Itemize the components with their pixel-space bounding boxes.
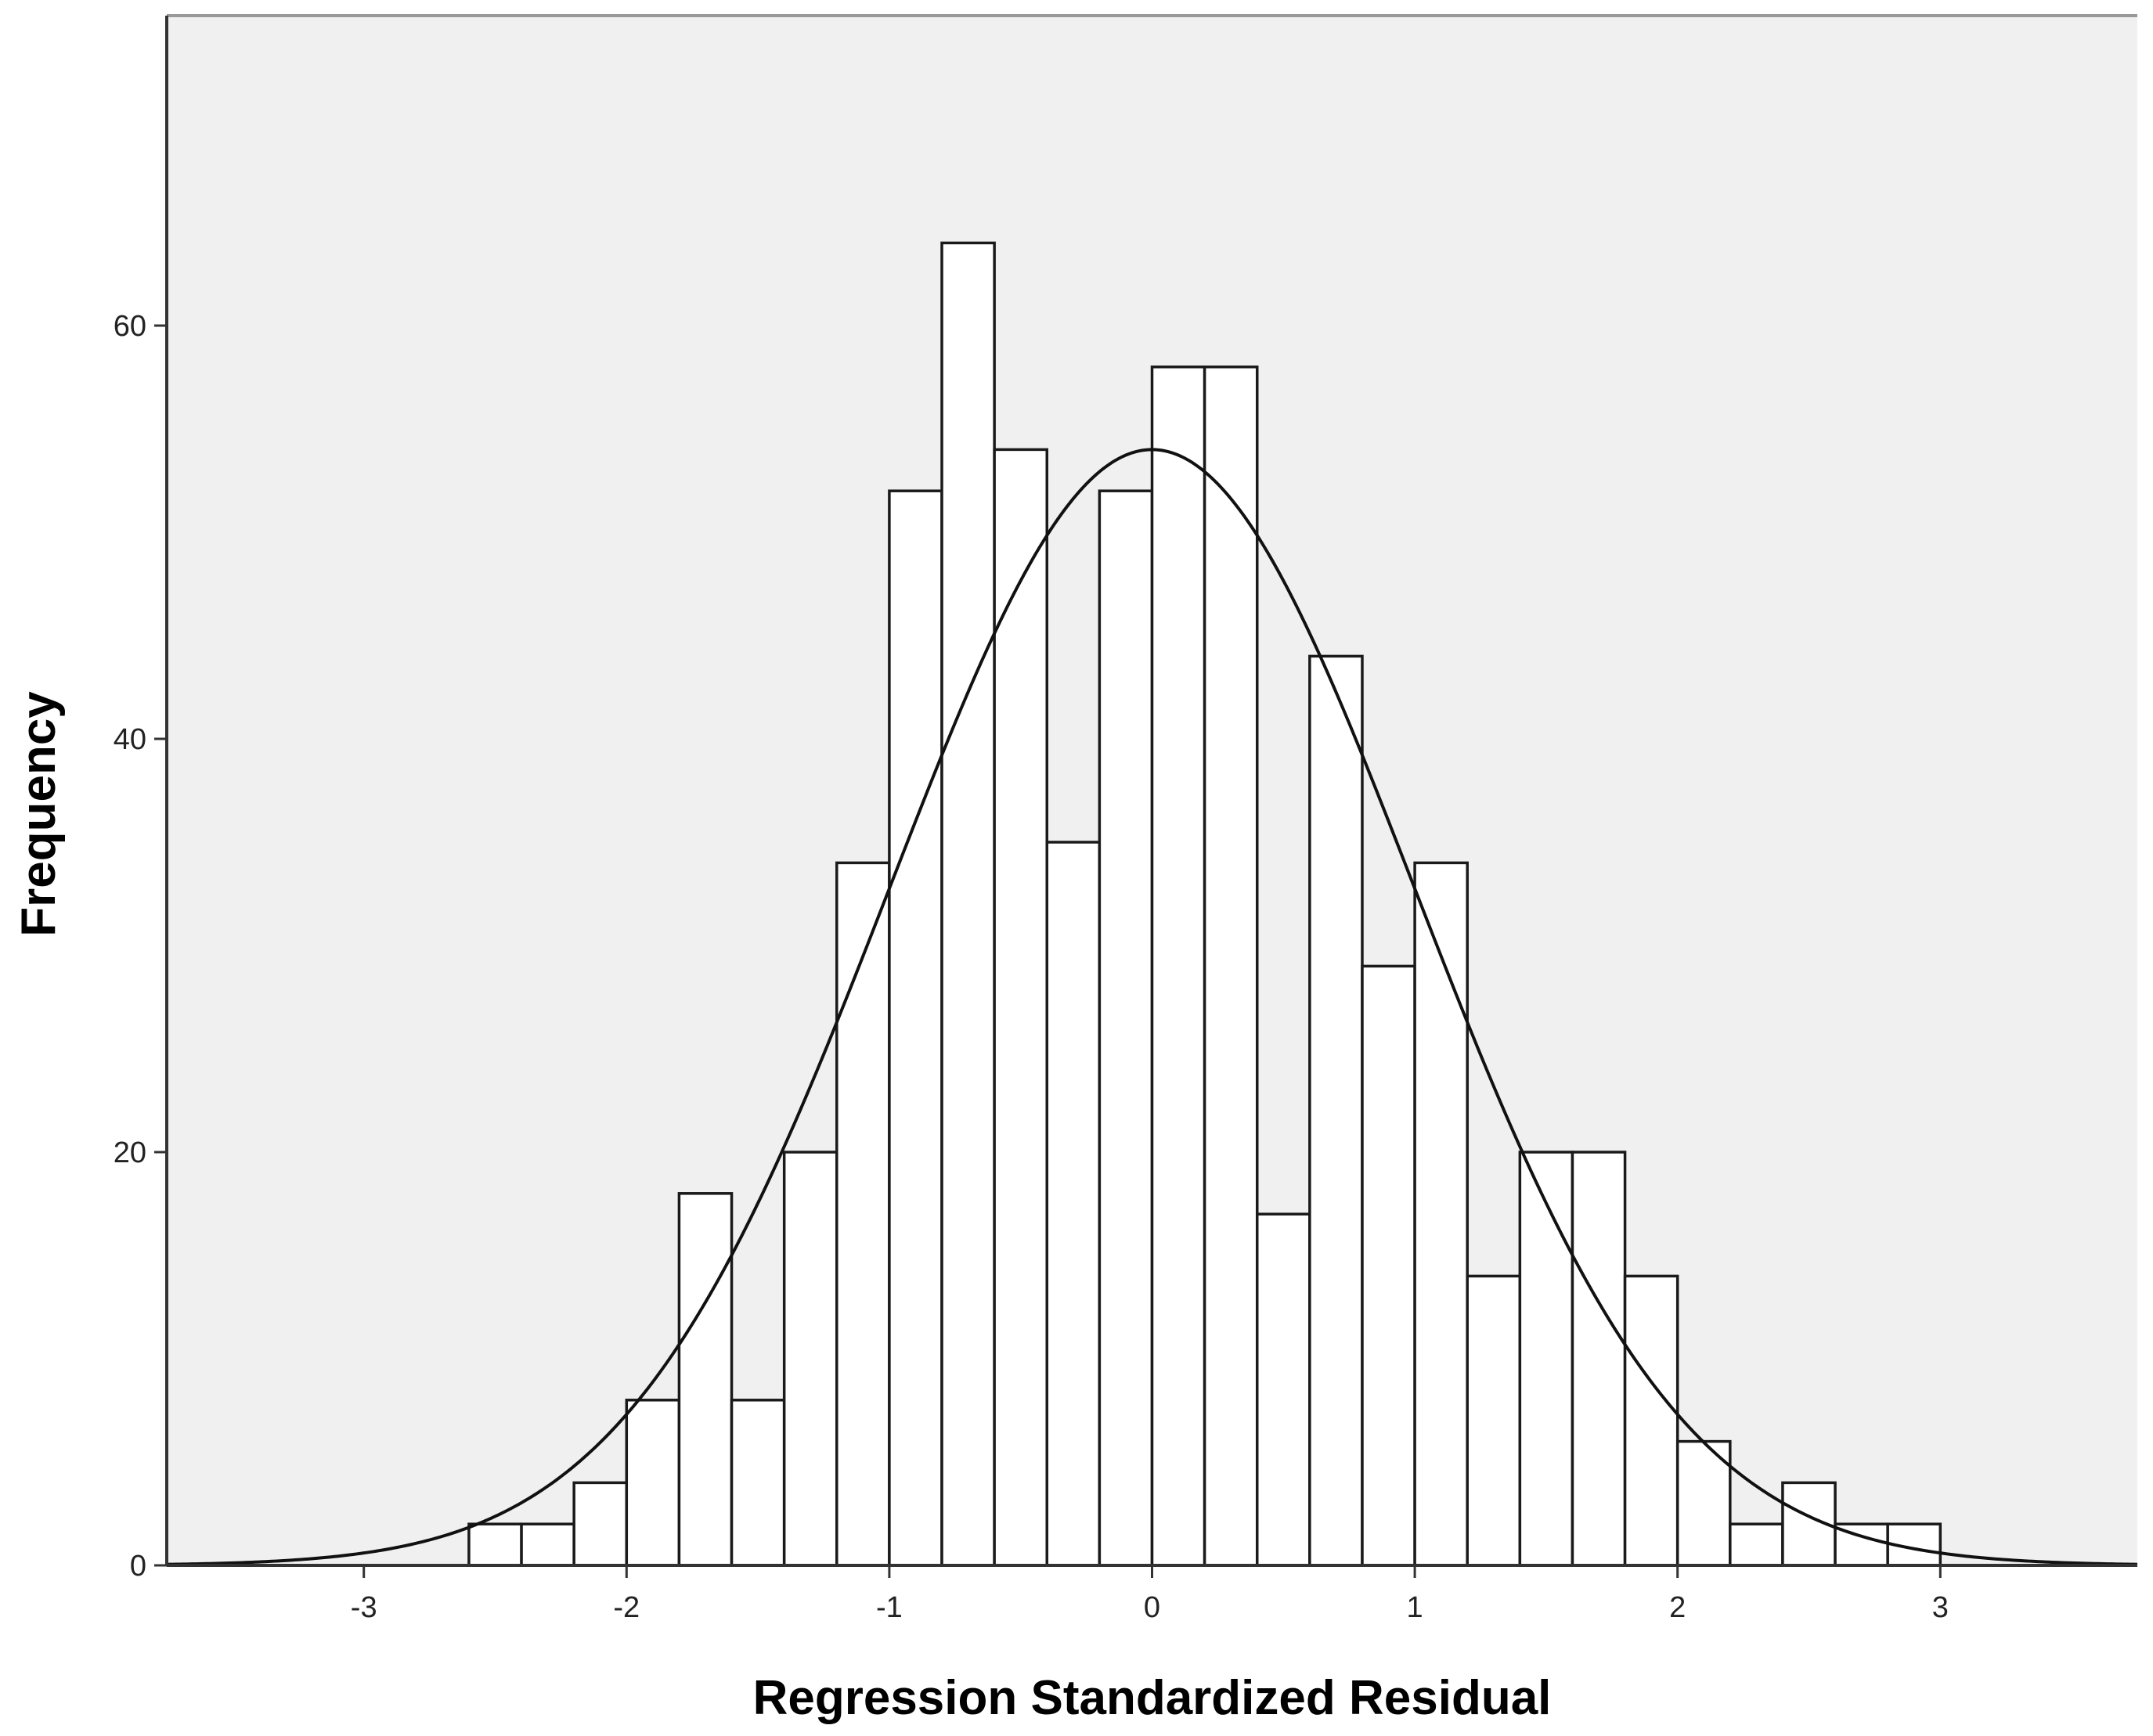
y-axis-title: Frequency bbox=[12, 691, 66, 937]
histogram-bar bbox=[782, 1151, 838, 1567]
x-tick-label: -1 bbox=[876, 1591, 903, 1624]
histogram-bar bbox=[1203, 366, 1259, 1567]
x-tick-label: 1 bbox=[1407, 1591, 1423, 1624]
x-tick-label: 2 bbox=[1669, 1591, 1686, 1624]
y-tick-label: 40 bbox=[114, 723, 146, 756]
normal-curve bbox=[166, 448, 2138, 1566]
histogram-bar bbox=[520, 1522, 575, 1567]
histogram-bar bbox=[1466, 1274, 1522, 1567]
x-tick-label: 3 bbox=[1932, 1591, 1949, 1624]
histogram-bar bbox=[1098, 489, 1154, 1567]
histogram-bar bbox=[677, 1192, 734, 1567]
histogram-bar bbox=[1308, 654, 1364, 1567]
histogram-bar bbox=[467, 1522, 523, 1567]
histogram-bar bbox=[1255, 1212, 1311, 1567]
y-tick-label: 60 bbox=[114, 310, 146, 343]
histogram-bar bbox=[1150, 366, 1206, 1567]
histogram-bar bbox=[1571, 1151, 1627, 1567]
x-tick-label: -3 bbox=[351, 1591, 377, 1624]
histogram-bar bbox=[940, 241, 996, 1567]
histogram-bar bbox=[835, 861, 891, 1567]
histogram-bar bbox=[1413, 861, 1469, 1567]
histogram-bar bbox=[1045, 841, 1102, 1567]
histogram-bar bbox=[572, 1481, 629, 1567]
histogram-bars bbox=[467, 241, 1942, 1567]
histogram-bar bbox=[1729, 1522, 1784, 1567]
y-tick-label: 0 bbox=[130, 1550, 146, 1583]
y-tick-label: 20 bbox=[114, 1136, 146, 1169]
histogram-bar bbox=[730, 1399, 786, 1567]
x-tick-label: 0 bbox=[1144, 1591, 1160, 1624]
y-axis-ticks: 0 20 40 60 bbox=[114, 310, 167, 1583]
histogram-bar bbox=[1623, 1274, 1679, 1567]
histogram-bar bbox=[1518, 1151, 1574, 1567]
histogram-bar bbox=[625, 1399, 681, 1567]
x-axis-title: Regression Standardized Residual bbox=[753, 1671, 1552, 1725]
x-tick-label: -2 bbox=[613, 1591, 640, 1624]
histogram-bar bbox=[888, 489, 943, 1567]
histogram-bar bbox=[1361, 964, 1416, 1567]
x-axis-ticks: -3 -2 -1 0 1 2 3 bbox=[351, 1565, 1949, 1624]
